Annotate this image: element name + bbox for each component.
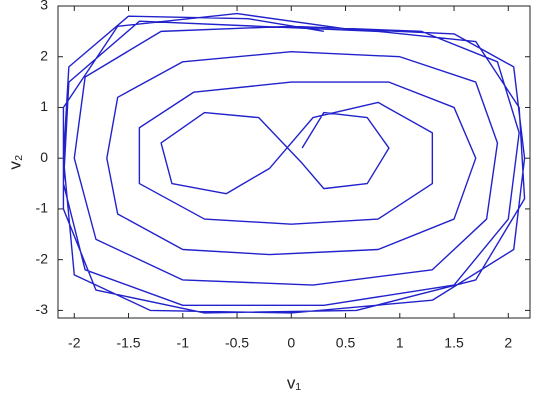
y-tick-label: -3 [36, 301, 49, 317]
y-tick-label: -1 [36, 200, 49, 216]
x-axis-label: v₁ [287, 373, 302, 392]
x-tick-label: -2 [68, 335, 81, 351]
x-tick-label: 0 [287, 335, 295, 351]
trajectory [62, 12, 526, 314]
y-tick-label: 0 [40, 149, 48, 165]
x-tick-label: -0.5 [225, 335, 249, 351]
y-tick-label: 3 [40, 0, 48, 13]
y-axis-label: v₂ [5, 154, 24, 169]
x-tick-label: -1 [177, 335, 190, 351]
y-tick-label: 1 [40, 98, 48, 114]
x-tick-label: 0.5 [336, 335, 356, 351]
plot-frame [57, 5, 531, 319]
y-tick-label: 2 [40, 47, 48, 63]
x-tick-label: 1 [396, 335, 404, 351]
x-tick-label: 2 [504, 335, 512, 351]
x-tick-label: -1.5 [116, 335, 140, 351]
x-tick-label: 1.5 [444, 335, 464, 351]
y-tick-label: -2 [36, 250, 49, 266]
